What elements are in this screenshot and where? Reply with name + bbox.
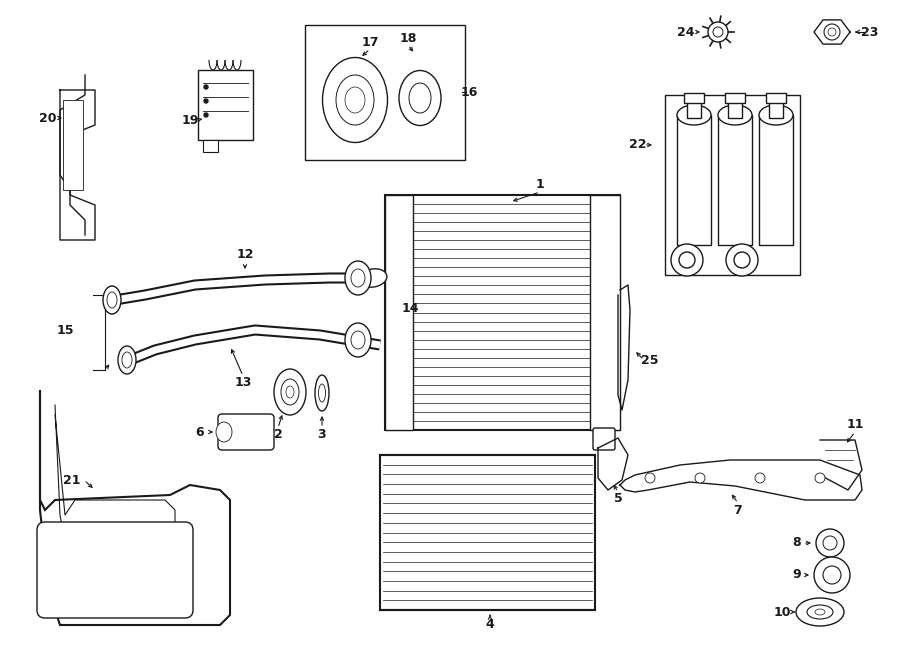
Ellipse shape [122, 352, 132, 368]
Text: 12: 12 [236, 249, 254, 262]
Ellipse shape [677, 105, 711, 125]
Text: 17: 17 [361, 36, 379, 48]
Text: 6: 6 [195, 426, 204, 438]
Ellipse shape [359, 269, 387, 287]
Ellipse shape [345, 87, 365, 113]
Text: 10: 10 [773, 605, 791, 619]
Ellipse shape [103, 286, 121, 314]
Ellipse shape [345, 323, 371, 357]
Circle shape [734, 252, 750, 268]
Text: 8: 8 [793, 537, 801, 549]
Text: 11: 11 [846, 418, 864, 432]
Bar [677, 115, 711, 245]
Text: 20: 20 [40, 112, 57, 124]
Ellipse shape [319, 384, 326, 402]
Bar [198, 70, 253, 140]
Bar [380, 455, 595, 610]
Ellipse shape [315, 375, 329, 411]
Bar [725, 93, 745, 103]
Text: 13: 13 [234, 377, 252, 389]
Circle shape [814, 557, 850, 593]
Bar [665, 95, 800, 275]
Bar [203, 140, 218, 152]
Bar [769, 100, 783, 118]
Ellipse shape [718, 105, 752, 125]
Ellipse shape [399, 71, 441, 126]
Ellipse shape [409, 83, 431, 113]
Bar [728, 100, 742, 118]
Text: 24: 24 [677, 26, 695, 38]
Text: 3: 3 [318, 428, 327, 442]
Circle shape [204, 99, 208, 103]
Bar [759, 115, 793, 245]
Circle shape [816, 529, 844, 557]
Bar [684, 93, 704, 103]
Ellipse shape [815, 609, 825, 615]
Bar [385, 195, 413, 430]
Circle shape [645, 473, 655, 483]
Circle shape [695, 473, 705, 483]
Text: 22: 22 [629, 139, 647, 151]
Bar [718, 115, 752, 245]
Ellipse shape [107, 292, 117, 308]
Circle shape [823, 536, 837, 550]
Ellipse shape [322, 58, 388, 143]
Bar [385, 195, 620, 430]
Circle shape [713, 27, 723, 37]
Ellipse shape [759, 105, 793, 125]
Text: 19: 19 [181, 114, 199, 126]
Circle shape [679, 252, 695, 268]
Text: 25: 25 [641, 354, 659, 366]
Ellipse shape [351, 269, 365, 287]
Circle shape [726, 244, 758, 276]
Text: 5: 5 [614, 492, 623, 504]
Text: 23: 23 [861, 26, 878, 38]
Circle shape [671, 244, 703, 276]
FancyBboxPatch shape [593, 428, 615, 450]
Ellipse shape [274, 369, 306, 415]
Circle shape [824, 24, 840, 40]
Bar [590, 195, 620, 430]
Bar [687, 100, 701, 118]
Circle shape [204, 85, 208, 89]
Circle shape [708, 22, 728, 42]
Text: 7: 7 [734, 504, 742, 516]
Circle shape [755, 473, 765, 483]
Bar [63, 100, 83, 190]
Bar [766, 93, 786, 103]
Circle shape [204, 113, 208, 117]
Ellipse shape [281, 379, 299, 405]
Text: 14: 14 [401, 301, 419, 315]
Text: 4: 4 [486, 619, 494, 631]
Text: 21: 21 [63, 473, 81, 486]
Ellipse shape [336, 75, 374, 125]
Text: 15: 15 [56, 323, 74, 336]
Bar [305, 25, 465, 160]
Circle shape [828, 28, 836, 36]
FancyBboxPatch shape [37, 522, 193, 618]
Ellipse shape [118, 346, 136, 374]
Text: 1: 1 [536, 178, 544, 192]
Ellipse shape [796, 598, 844, 626]
Ellipse shape [286, 386, 294, 398]
Text: 16: 16 [460, 85, 478, 98]
Ellipse shape [216, 422, 232, 442]
Ellipse shape [345, 261, 371, 295]
Text: 2: 2 [274, 428, 283, 442]
Circle shape [815, 473, 825, 483]
Text: 18: 18 [400, 32, 417, 44]
Circle shape [823, 566, 841, 584]
Ellipse shape [351, 331, 365, 349]
Ellipse shape [807, 605, 833, 619]
Polygon shape [40, 390, 230, 625]
Text: 9: 9 [793, 568, 801, 582]
FancyBboxPatch shape [218, 414, 274, 450]
